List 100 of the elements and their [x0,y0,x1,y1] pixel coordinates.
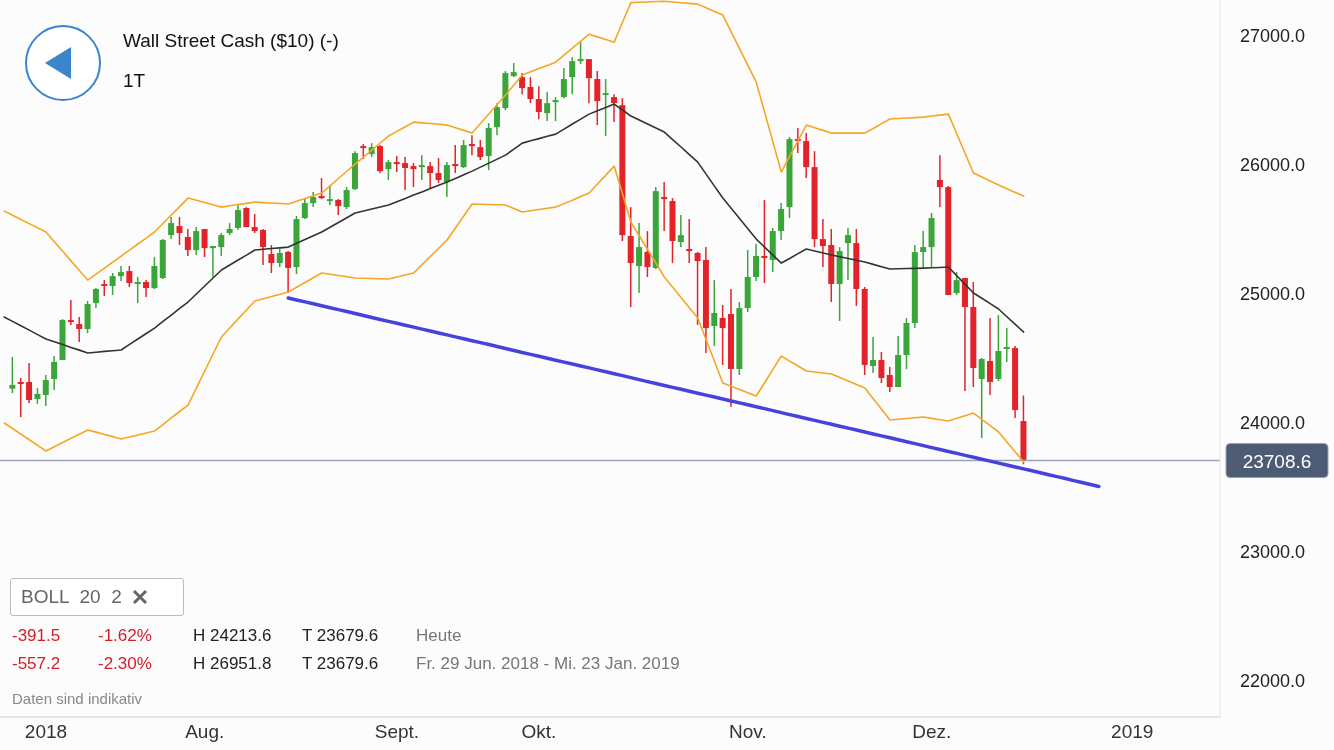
x-tick-label: Dez. [912,721,952,743]
candlestick [326,184,333,206]
y-tick-label: 27000.0 [1240,26,1306,47]
candlestick [134,276,141,304]
candlestick [251,213,258,234]
candlestick [301,198,308,220]
candlestick [494,102,501,136]
candlestick [92,287,99,309]
candlestick [468,134,475,156]
tag-box: BOLL 20 2 [10,578,184,616]
candlestick [694,251,701,326]
candlestick [527,76,534,104]
candlestick [168,216,175,240]
candlestick [711,279,718,347]
annotation: -2.30% [98,654,152,674]
candlestick [318,177,325,200]
annotation: T 23679.6 [302,654,379,674]
candlestick [151,256,158,290]
candlestick [753,243,760,282]
candlestick [636,222,643,294]
candlestick [285,250,292,294]
x-tick-label: 2019 [1111,721,1154,743]
candlestick [577,41,584,65]
candlestick [402,156,409,191]
candlestick [9,356,16,394]
y-tick-label: 26000.0 [1240,155,1306,176]
line-series [286,296,1101,489]
candlestick [443,161,450,198]
y-tick-label: 22000.0 [1240,671,1306,692]
candlestick [761,199,768,284]
x-tick-label: Okt. [521,721,557,743]
candlestick [17,377,24,418]
candlestick [176,216,183,246]
candlestick [677,214,684,248]
candlestick [42,374,49,407]
candlestick [1003,327,1010,363]
x-tick-label: Sept. [374,721,420,743]
candlestick [936,154,943,208]
candlestick [452,144,459,174]
candlestick [569,56,576,95]
candlestick [51,355,58,391]
x-tick-label: Aug. [185,721,225,743]
candlestick [193,226,200,256]
annotation: BOLL 20 2 [21,586,122,608]
candlestick [435,157,442,184]
candlestick [184,228,191,257]
candlestick [477,139,484,161]
text: 1T [123,70,146,92]
candlestick [76,316,83,343]
candlestick [594,70,601,126]
candlestick [987,317,994,396]
annotation: Daten sind indikativ [12,690,143,707]
candlestick [552,96,559,122]
candlestick [260,228,267,266]
annotation: T 23679.6 [302,626,379,646]
text: Wall Street Cash ($10) (-) [123,30,339,52]
candlestick [544,91,551,122]
candlestick [418,154,425,181]
candlestick [920,230,927,268]
candlestick [978,357,985,439]
annotation: Heute [416,626,462,646]
candlestick [218,232,225,257]
candlestick [427,161,434,189]
candlestick [611,93,617,123]
annotation: Fr. 29 Jun. 2018 - Mi. 23 Jan. 2019 [416,654,680,674]
line-series [3,0,1025,281]
candlestick [343,186,350,210]
candlestick [410,162,417,188]
y-tick-label: 23000.0 [1240,542,1306,563]
candlestick [519,72,526,95]
candlestick [535,85,542,120]
candlestick [560,67,567,99]
candlestick [870,336,877,374]
candlestick [460,139,467,169]
line-series [3,165,1025,463]
x-tick-label: 2018 [24,721,68,743]
candlestick [67,299,74,326]
annotation: H 24213.6 [193,626,272,646]
candlestick [602,78,609,137]
ref-line-label: 23708.6 [1242,450,1312,472]
candlestick [26,362,33,404]
candlestick [886,366,893,393]
candlestick [268,244,275,274]
x-tick-label: Nov. [729,721,767,743]
candlestick [719,304,726,366]
candlestick [385,159,392,181]
annotation: -1.62% [98,626,152,646]
candlestick [109,272,116,296]
candlestick [585,58,592,104]
candlestick [644,230,651,278]
candlestick [234,203,241,231]
candlestick [778,202,785,241]
candlestick [126,265,133,288]
candlestick [844,227,851,281]
annotation: -391.5 [12,626,61,646]
y-tick-label: 24000.0 [1240,413,1306,434]
annotation: -557.2 [12,654,61,674]
candlestick [117,265,124,282]
candlestick [686,218,693,264]
candlestick [953,271,960,296]
